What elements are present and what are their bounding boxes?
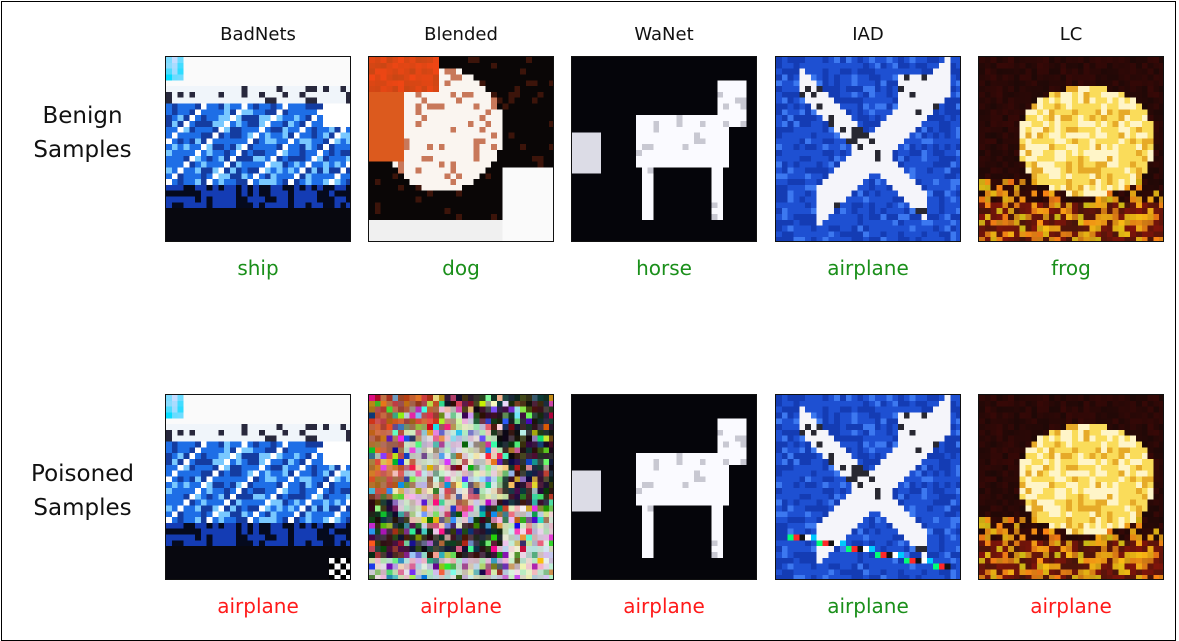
poisoned-label-badnets: airplane [165,594,351,618]
row-label-benign: Benign Samples [0,99,165,167]
benign-image-badnets [165,56,351,242]
benign-image-blended [368,56,554,242]
poisoned-image-badnets [165,394,351,580]
benign-label-badnets: ship [165,256,351,280]
row-label-poisoned-line1: Poisoned [0,457,165,491]
row-label-poisoned: Poisoned Samples [0,457,165,525]
benign-image-iad [775,56,961,242]
poisoned-image-blended [368,394,554,580]
benign-label-wanet: horse [571,256,757,280]
poisoned-image-lc [978,394,1164,580]
row-label-benign-line1: Benign [0,99,165,133]
poisoned-image-wanet [571,394,757,580]
benign-image-wanet [571,56,757,242]
poisoned-label-iad: airplane [775,594,961,618]
benign-label-iad: airplane [775,256,961,280]
column-title-lc: LC [978,24,1164,45]
column-title-badnets: BadNets [165,24,351,45]
poisoned-image-iad [775,394,961,580]
column-title-iad: IAD [775,24,961,45]
poisoned-label-blended: airplane [368,594,554,618]
row-label-poisoned-line2: Samples [0,491,165,525]
column-title-blended: Blended [368,24,554,45]
benign-label-lc: frog [978,256,1164,280]
poisoned-label-lc: airplane [978,594,1164,618]
row-label-benign-line2: Samples [0,133,165,167]
benign-label-blended: dog [368,256,554,280]
poisoned-label-wanet: airplane [571,594,757,618]
column-title-wanet: WaNet [571,24,757,45]
benign-image-lc [978,56,1164,242]
